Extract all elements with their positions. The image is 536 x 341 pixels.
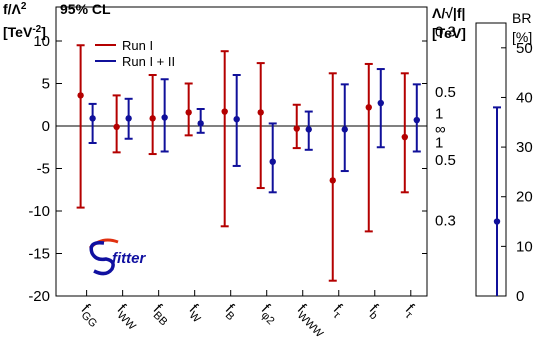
data-point [113,123,120,131]
error-bar-run1 [220,50,229,228]
error-bar-run12 [160,78,169,153]
right-tick-label: ∞ [435,121,446,138]
br-tick-label: 40 [516,89,533,106]
data-point [341,126,348,133]
x-tick-label: fWW [112,301,144,333]
right-tick-label: 0.3 [435,212,456,229]
data-point [185,109,192,116]
x-tick-label: fB [220,301,242,323]
error-bar-run12 [232,74,241,167]
right-axis-unit: [TeV] [432,25,466,41]
br-plot-frame [475,22,507,297]
data-point [401,133,408,141]
right-tick-label: 0.5 [435,84,456,101]
br-tick-label: 50 [516,40,533,57]
data-point [233,116,240,123]
x-tick-label: fGG [76,301,105,330]
x-tick-label: fφ2 [256,301,282,327]
right-tick-label: 1 [435,106,443,123]
x-tick-label: fBB [148,301,175,328]
error-bar-run1 [148,74,157,156]
error-bar-run1 [256,62,265,190]
y-tick-label: 5 [42,76,50,93]
br-tick-label: 10 [516,238,533,255]
error-bar-run12 [124,97,133,140]
error-bar-run12 [412,83,421,153]
error-bar-run1 [328,72,337,282]
y-tick-label: -15 [28,246,50,263]
y-tick-label: -20 [28,288,50,305]
error-bar-run12 [340,83,349,173]
br-data-marks [493,106,501,296]
chart-title: 95% CL [60,1,111,17]
data-point [161,114,168,121]
error-bar-run1 [112,94,121,154]
br-tick-label: 30 [516,139,533,156]
error-bar-run1 [292,103,301,150]
data-point [305,126,312,133]
right-tick-label: 0.3 [435,24,456,41]
data-point [89,115,96,122]
y-tick-label: -10 [28,203,50,220]
br-tick-label: 20 [516,189,533,206]
y-axis-ticks: 10 5 0 -5 -10 -15 -20 [28,33,427,305]
data-point [77,92,84,99]
error-bar-run1 [184,82,193,137]
data-point [197,120,204,127]
y-tick-label: 0 [42,118,50,135]
data-point [125,115,132,122]
br-axis-unit: [%] [512,29,532,45]
error-bar-run12 [196,108,205,134]
legend: Run I Run I + II [95,38,175,69]
data-point [365,104,372,111]
x-tick-label: fτ [328,301,349,322]
data-marks [76,44,421,282]
error-bar-run12 [268,122,277,194]
br-axis-label: BR [512,10,531,26]
error-bar-run12 [88,102,97,144]
x-tick-label: fb [364,301,385,322]
right-tick-label: 1 [435,135,443,152]
legend-label-run1: Run I [122,38,153,53]
y-tick-label: -5 [37,161,50,178]
main-plot-frame [55,6,428,297]
data-point [329,177,336,184]
x-tick-label: fWWW [292,301,332,341]
br-tick-label: 0 [516,288,524,305]
right-tick-label: 0.5 [435,152,456,169]
y-tick-label: 10 [33,33,50,50]
data-point [293,125,300,132]
x-tick-label: fW [184,301,209,326]
logo-text: fitter [112,250,146,267]
y-axis-unit: [TeV-2] [3,24,46,40]
right-axis-label: Λ/√|f| [432,5,465,21]
sfitter-logo: fitter [88,238,146,276]
right-axis-ticks: 0.30.51∞10.50.3 [435,24,456,230]
error-bar-run1 [364,62,373,233]
x-tick-label: fτ [400,301,421,322]
error-bar-run1 [400,72,409,194]
data-point [269,158,276,165]
br-panel: 0 10 20 30 40 50 BR [%] [475,10,533,305]
error-bar-run1 [76,44,85,209]
br-axis-ticks: 0 10 20 30 40 50 [501,40,533,305]
data-point [413,116,420,124]
y-axis-label: f/Λ2 [3,1,27,17]
data-point [257,109,264,116]
legend-label-run12: Run I + II [122,54,175,69]
data-point [221,108,228,115]
data-point [377,99,384,107]
br-data-point [493,218,501,225]
error-bar-run12 [376,68,385,149]
data-point [149,115,156,122]
error-bar-run12 [304,110,313,151]
